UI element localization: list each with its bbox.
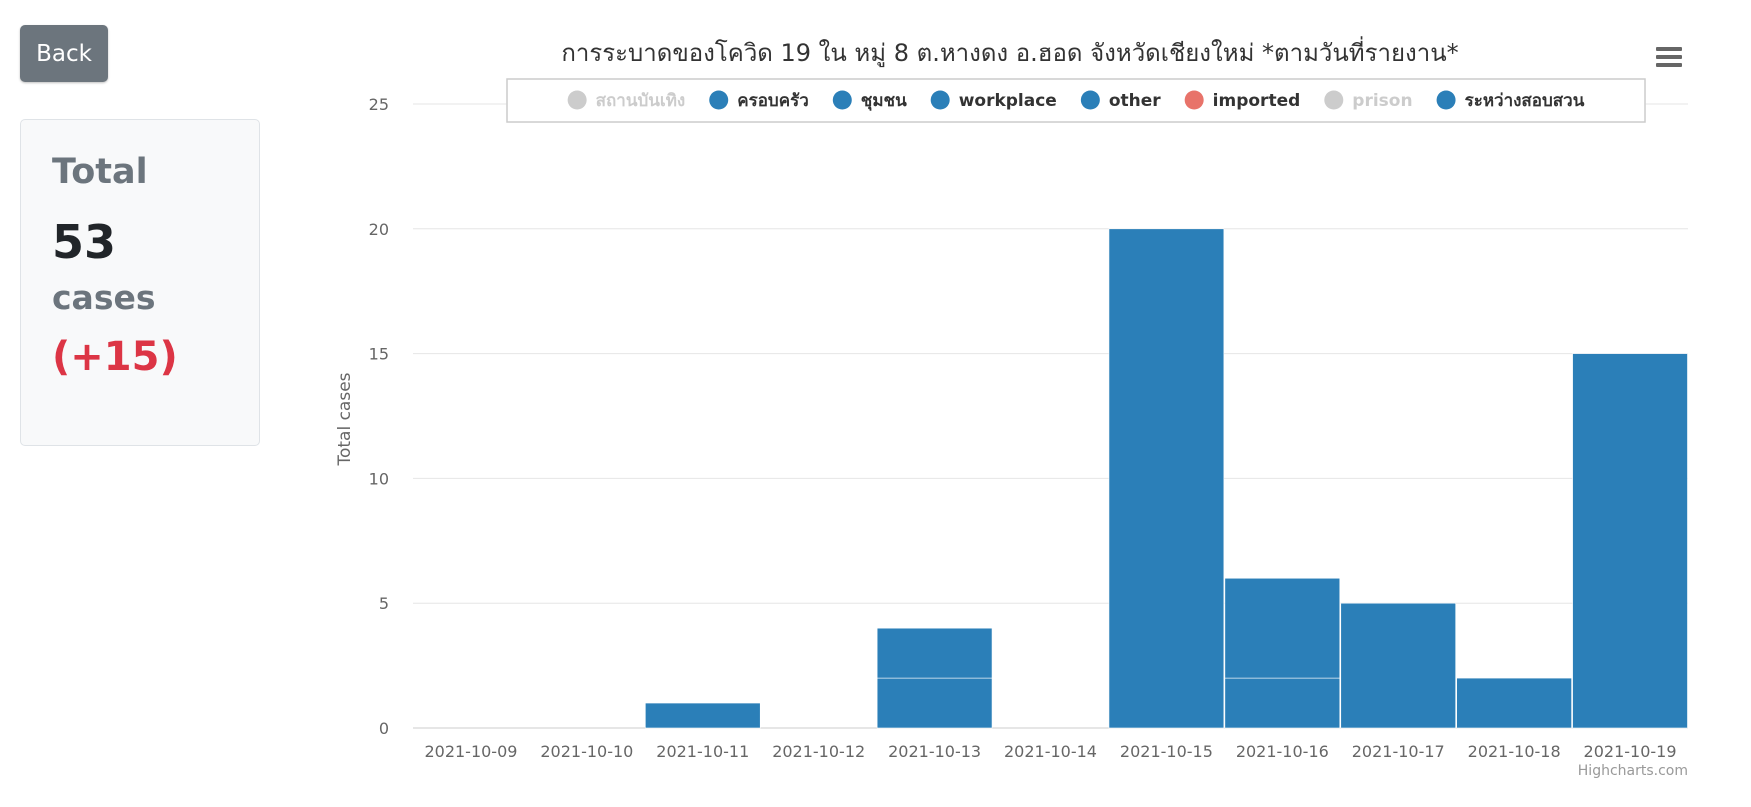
- x-tick-label: 2021-10-17: [1352, 742, 1445, 761]
- y-tick-label: 5: [379, 594, 389, 613]
- new-cases-delta: (+15): [52, 334, 178, 380]
- total-cases-value: 53: [52, 215, 117, 269]
- legend-label: workplace: [959, 91, 1057, 111]
- total-label: Total: [52, 152, 148, 192]
- bar-segment[interactable]: [645, 702, 761, 729]
- chart-title: การระบาดของโควิด 19 ใน หมู่ 8 ต.หางดง อ.…: [561, 36, 1458, 68]
- legend-item[interactable]: prison: [1324, 90, 1413, 112]
- y-tick-label: 0: [379, 719, 389, 738]
- bar-segment[interactable]: [1108, 228, 1225, 729]
- bar-segment[interactable]: [876, 677, 993, 729]
- legend-marker-icon: [1324, 90, 1344, 110]
- x-tick-label: 2021-10-16: [1236, 742, 1329, 761]
- legend-label: prison: [1352, 91, 1412, 111]
- legend-label: สถานบันเทิง: [596, 91, 686, 111]
- bar-segment[interactable]: [1224, 677, 1341, 729]
- gridlines: [413, 103, 1688, 729]
- legend-item[interactable]: other: [1080, 90, 1161, 112]
- legend-item[interactable]: สถานบันเทิง: [567, 90, 686, 112]
- legend-item[interactable]: workplace: [930, 90, 1057, 112]
- y-axis-title: Total cases: [335, 372, 355, 466]
- x-tick-label: 2021-10-09: [424, 742, 517, 761]
- bar-segment[interactable]: [1340, 602, 1456, 729]
- legend-item[interactable]: ชุมชน: [832, 90, 907, 112]
- x-tick-label: 2021-10-14: [1004, 742, 1097, 761]
- legend-label: other: [1109, 91, 1161, 111]
- legend-marker-icon: [1436, 90, 1456, 110]
- total-cases-card: Total 53 cases (+15): [20, 119, 260, 446]
- legend-marker-icon: [567, 90, 587, 110]
- x-tick-label: 2021-10-13: [888, 742, 981, 761]
- legend-marker-icon: [709, 90, 729, 110]
- bar-segment[interactable]: [1456, 677, 1572, 729]
- bars: [645, 228, 1688, 729]
- legend-label: ครอบครัว: [737, 91, 809, 111]
- x-tick-label: 2021-10-12: [772, 742, 865, 761]
- legend-label: ชุมชน: [861, 91, 907, 111]
- bar-segment[interactable]: [1224, 577, 1341, 679]
- total-cases-unit: cases: [52, 278, 156, 317]
- y-tick-label: 25: [369, 95, 389, 114]
- y-tick-label: 10: [369, 469, 389, 488]
- legend-marker-icon: [1080, 90, 1100, 110]
- x-tick-label: 2021-10-15: [1120, 742, 1213, 761]
- x-tick-label: 2021-10-11: [656, 742, 749, 761]
- y-tick-label: 15: [369, 345, 389, 364]
- legend-label: ระหว่างสอบสวน: [1465, 91, 1585, 111]
- y-tick-label: 20: [369, 220, 389, 239]
- legend-item[interactable]: ครอบครัว: [709, 90, 809, 112]
- bar-segment[interactable]: [876, 627, 993, 679]
- back-button[interactable]: Back: [20, 25, 108, 82]
- legend-marker-icon: [832, 90, 852, 110]
- legend-marker-icon: [930, 90, 950, 110]
- highcharts-credits-link[interactable]: Highcharts.com: [1578, 763, 1688, 779]
- x-tick-label: 2021-10-19: [1584, 742, 1677, 761]
- hamburger-menu-icon: [1656, 47, 1682, 51]
- legend-marker-icon: [1184, 90, 1204, 110]
- x-tick-label: 2021-10-10: [540, 742, 633, 761]
- bar-segment[interactable]: [1572, 353, 1688, 729]
- legend-item[interactable]: imported: [1184, 90, 1301, 112]
- axes: 0 5 10 15 20 25 2021-10-09 2021-10-10 2021-10-11…: [369, 95, 1677, 761]
- legend: สถานบันเทิง ครอบครัว ชุมชน workplace other im…: [506, 78, 1646, 123]
- x-tick-label: 2021-10-18: [1468, 742, 1561, 761]
- legend-item[interactable]: ระหว่างสอบสวน: [1436, 90, 1585, 112]
- legend-label: imported: [1213, 91, 1301, 111]
- chart-context-menu-button[interactable]: [1650, 40, 1684, 72]
